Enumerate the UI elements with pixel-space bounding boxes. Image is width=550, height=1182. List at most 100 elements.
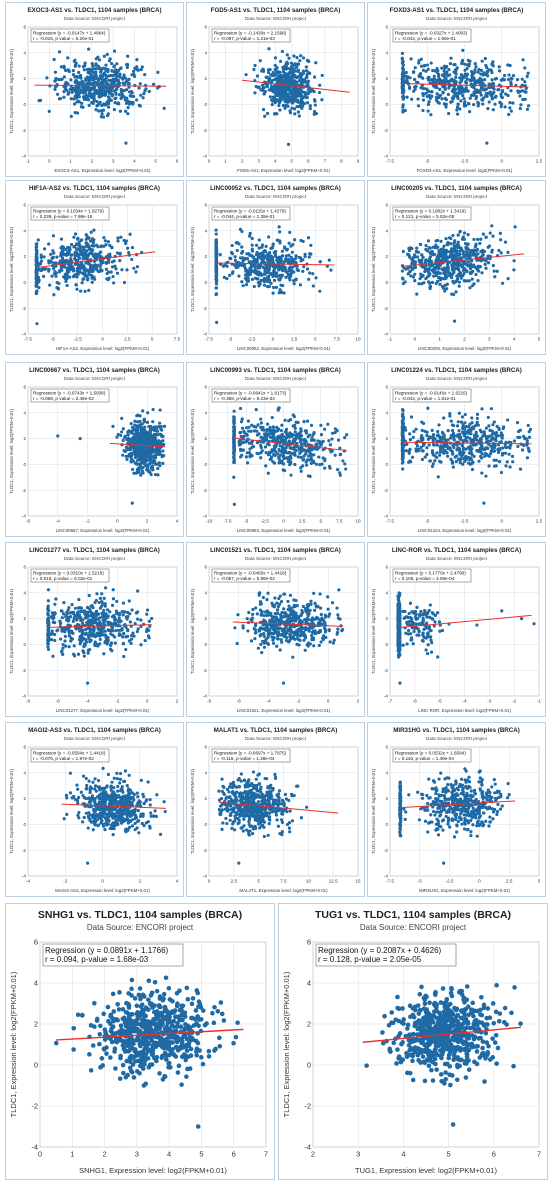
- x-tick-label: -7.5: [386, 159, 394, 164]
- data-point: [506, 250, 510, 254]
- data-point: [505, 460, 509, 464]
- y-tick-label: -4: [384, 514, 389, 519]
- data-point: [74, 88, 78, 93]
- data-point: [475, 416, 479, 420]
- data-point: [424, 247, 428, 251]
- data-point: [113, 70, 117, 74]
- y-tick-label: 2: [204, 436, 207, 441]
- data-point: [446, 454, 450, 458]
- data-point: [476, 104, 480, 108]
- y-tick-label: -2: [22, 488, 27, 493]
- data-point: [301, 269, 305, 273]
- data-point: [483, 78, 487, 82]
- x-axis-label: LINC00052, Expression level: log2(FPKM+0…: [237, 346, 331, 351]
- data-point: [293, 462, 297, 467]
- data-point: [271, 70, 275, 75]
- data-point: [254, 258, 258, 263]
- data-point: [141, 471, 145, 475]
- data-point: [450, 248, 454, 252]
- data-point: [469, 259, 474, 263]
- data-point: [280, 85, 284, 89]
- data-point: [299, 54, 303, 58]
- data-point: [239, 430, 243, 435]
- x-tick-label: -10: [206, 519, 213, 524]
- data-point: [250, 247, 254, 251]
- data-point: [95, 266, 99, 270]
- data-point: [92, 86, 96, 90]
- data-point: [84, 78, 88, 82]
- data-point: [411, 267, 415, 271]
- data-point: [250, 236, 254, 241]
- data-point: [54, 78, 58, 82]
- x-tick-label: 0: [116, 519, 119, 524]
- y-tick-label: -4: [22, 154, 27, 159]
- data-point: [270, 79, 274, 83]
- data-point: [400, 269, 405, 273]
- data-point: [474, 95, 479, 99]
- data-point: [442, 433, 446, 437]
- data-point: [262, 254, 266, 258]
- data-point: [464, 81, 469, 85]
- data-point: [262, 85, 266, 90]
- data-point: [97, 65, 101, 70]
- data-point: [124, 88, 129, 92]
- data-point: [271, 291, 275, 295]
- data-point: [511, 101, 515, 105]
- data-point: [450, 423, 455, 427]
- data-point: [290, 250, 294, 254]
- data-point: [450, 263, 454, 267]
- data-point: [75, 96, 79, 100]
- data-point: [39, 262, 43, 266]
- data-point: [99, 262, 103, 266]
- data-point: [269, 255, 273, 259]
- data-point: [507, 73, 511, 77]
- data-point: [259, 456, 263, 460]
- data-point: [464, 104, 468, 108]
- data-point: [82, 266, 87, 270]
- data-point: [278, 444, 282, 448]
- data-point: [457, 411, 461, 415]
- data-point: [304, 95, 309, 100]
- data-point: [416, 104, 421, 108]
- data-point: [289, 460, 293, 464]
- data-point: [480, 471, 484, 475]
- data-point: [214, 232, 218, 236]
- y-tick-label: 0: [23, 462, 26, 467]
- data-point: [84, 233, 88, 237]
- data-point: [123, 76, 128, 80]
- regression-line: [216, 262, 335, 266]
- data-point: [493, 275, 497, 279]
- data-point: [146, 411, 150, 415]
- data-point: [243, 276, 248, 280]
- data-point: [109, 82, 113, 87]
- data-point: [468, 436, 472, 441]
- data-point: [499, 238, 503, 242]
- y-tick-label: 4: [204, 228, 207, 233]
- data-point: [467, 110, 472, 114]
- data-point: [161, 434, 165, 439]
- data-point: [57, 77, 61, 82]
- data-point: [274, 99, 278, 103]
- data-point: [48, 283, 52, 287]
- data-point: [438, 282, 442, 286]
- data-point: [232, 441, 236, 445]
- data-point: [401, 108, 405, 113]
- regression-stats: r = -0.097, p-value = 1.21e-03: [214, 36, 275, 41]
- data-point: [333, 427, 338, 431]
- data-point: [456, 233, 460, 237]
- data-point: [73, 252, 77, 256]
- data-point: [265, 285, 270, 289]
- data-point: [273, 72, 278, 77]
- data-point: [111, 424, 115, 429]
- data-point: [52, 293, 56, 297]
- data-point: [464, 454, 468, 459]
- data-point: [139, 93, 143, 97]
- data-point: [449, 419, 453, 423]
- data-point: [298, 59, 302, 63]
- data-point: [451, 87, 456, 91]
- data-point: [410, 97, 414, 101]
- chart-title: LINC00052 vs. TLDC1, 1104 samples (BRCA): [210, 185, 341, 192]
- data-point: [87, 273, 91, 277]
- data-point: [490, 70, 494, 75]
- data-point: [525, 439, 529, 443]
